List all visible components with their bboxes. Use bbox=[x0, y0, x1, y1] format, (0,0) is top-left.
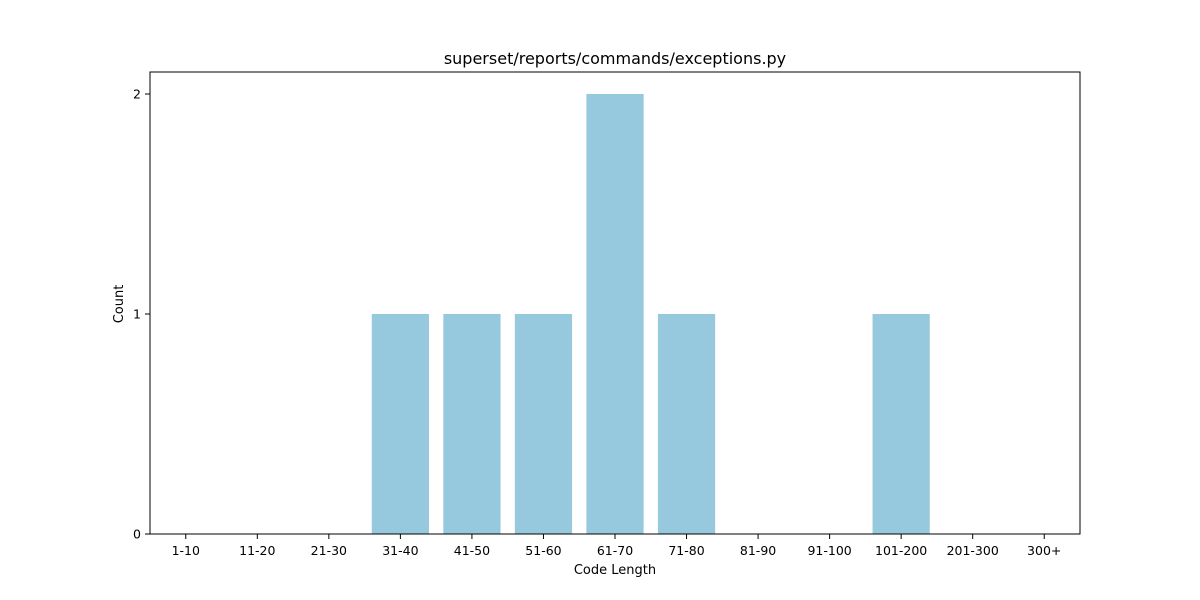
chart-title: superset/reports/commands/exceptions.py bbox=[444, 49, 786, 68]
x-tick-label: 81-90 bbox=[740, 543, 776, 558]
bar-41-50 bbox=[443, 314, 501, 534]
y-axis-ticks: 0 1 2 bbox=[133, 87, 150, 542]
x-tick-label: 11-20 bbox=[239, 543, 275, 558]
bar-61-70 bbox=[586, 94, 644, 534]
x-tick-label: 71-80 bbox=[668, 543, 704, 558]
bar-31-40 bbox=[371, 314, 429, 534]
bar-51-60 bbox=[514, 314, 573, 534]
bar-101-200 bbox=[872, 314, 930, 534]
bars-group bbox=[371, 94, 930, 534]
x-tick-label: 101-200 bbox=[875, 543, 927, 558]
bar-71-80 bbox=[657, 314, 716, 534]
y-axis-label: Count bbox=[112, 285, 127, 324]
x-axis-ticks: 1-10 11-20 21-30 31-40 41-50 51-60 61-70 71-80 8… bbox=[172, 534, 1061, 558]
y-tick-label: 1 bbox=[133, 307, 141, 322]
y-tick-label: 0 bbox=[133, 527, 141, 542]
x-tick-label: 201-300 bbox=[947, 543, 999, 558]
x-tick-label: 51-60 bbox=[525, 543, 561, 558]
x-tick-label: 41-50 bbox=[454, 543, 490, 558]
x-tick-label: 300+ bbox=[1027, 543, 1061, 558]
x-tick-label: 31-40 bbox=[382, 543, 418, 558]
x-tick-label: 1-10 bbox=[172, 543, 200, 558]
x-tick-label: 91-100 bbox=[807, 543, 851, 558]
x-tick-label: 21-30 bbox=[311, 543, 347, 558]
x-axis-label: Code Length bbox=[574, 563, 656, 578]
x-tick-label: 61-70 bbox=[597, 543, 633, 558]
y-tick-label: 2 bbox=[133, 87, 141, 102]
